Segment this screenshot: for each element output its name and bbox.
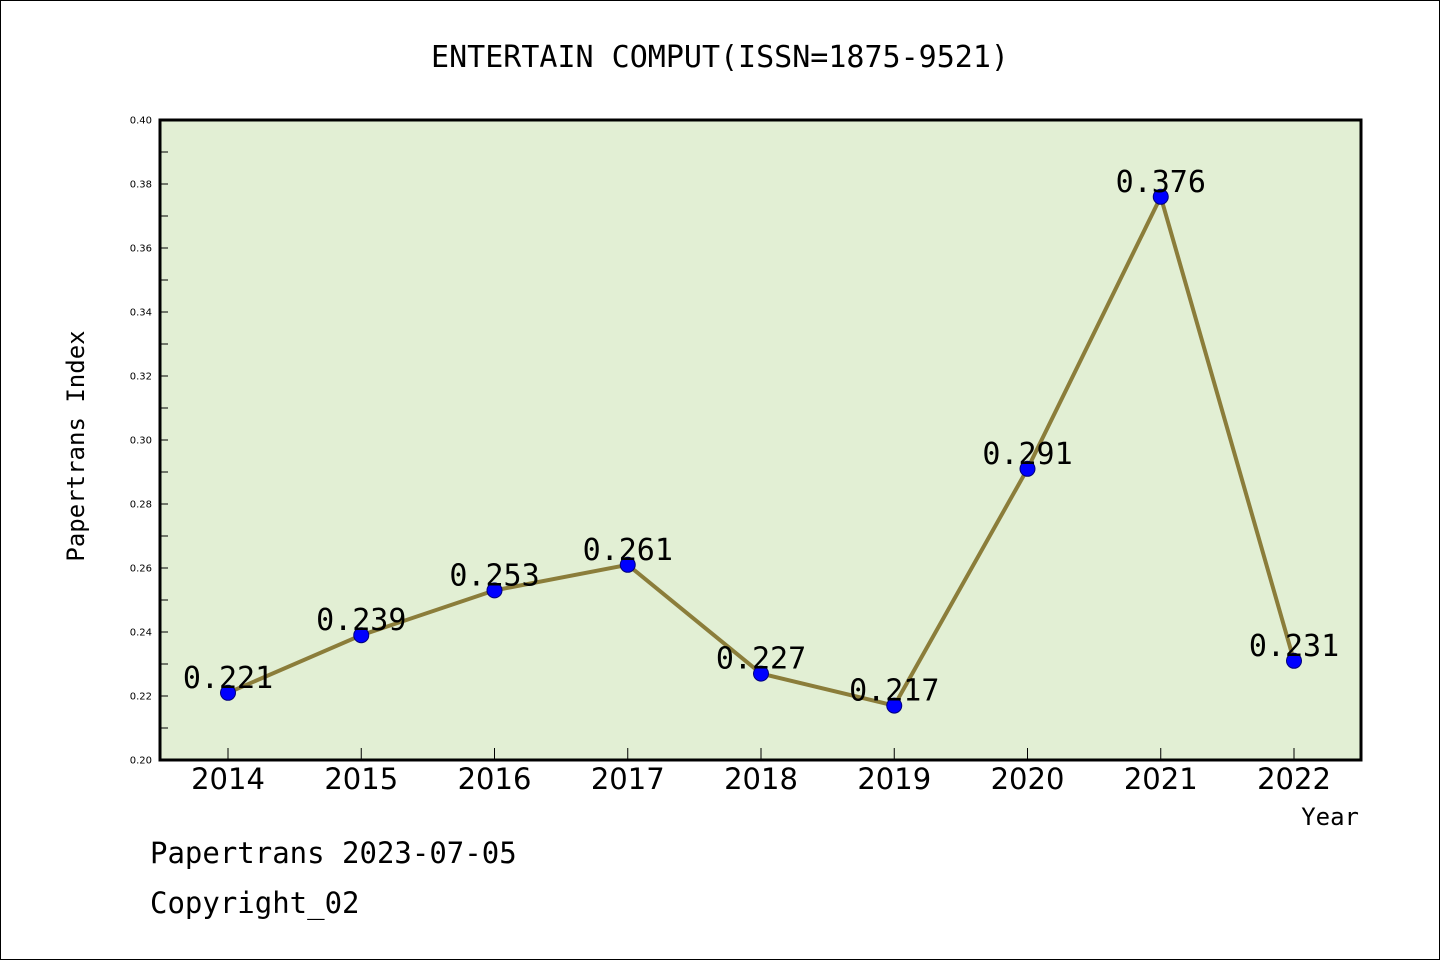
y-tick-label: 0.24 (130, 628, 152, 639)
y-tick-label: 0.26 (130, 564, 152, 575)
chart-title: ENTERTAIN COMPUT(ISSN=1875-9521) (431, 40, 1009, 75)
data-label: 0.261 (583, 533, 673, 568)
x-tick-label: 2019 (857, 762, 931, 796)
x-tick-label: 2016 (458, 762, 532, 796)
footer-copyright-text: Copyright_02 (150, 886, 360, 920)
data-label: 0.217 (849, 674, 939, 709)
y-tick-label: 0.38 (130, 180, 152, 191)
plot-border (158, 118, 1363, 762)
x-tick-label: 2020 (991, 762, 1065, 796)
x-tick-label: 2015 (324, 762, 398, 796)
y-tick-label: 0.30 (130, 436, 152, 447)
data-point (486, 582, 503, 599)
data-point (1286, 652, 1302, 669)
data-label: 0.227 (716, 642, 806, 677)
data-point (753, 665, 769, 682)
x-axis: 2014 2015 2016 2017 2018 2019 2020 2021 2022 (191, 748, 1331, 796)
data-label: 0.253 (449, 558, 539, 593)
x-tick-label: 2021 (1124, 762, 1198, 796)
data-point (220, 684, 236, 701)
data-label: 0.221 (183, 661, 273, 696)
y-axis-label: Papertrans Index (62, 330, 90, 561)
y-tick-label: 0.40 (130, 116, 152, 127)
data-point (1152, 188, 1169, 205)
x-tick-label: 2018 (724, 762, 798, 796)
y-tick-label: 0.22 (130, 692, 152, 703)
x-tick-label: 2014 (191, 762, 265, 796)
y-tick-label: 0.36 (130, 244, 152, 255)
data-label: 0.231 (1249, 629, 1339, 664)
x-axis-label: Year (1301, 803, 1359, 831)
x-tick-label: 2017 (591, 762, 665, 796)
data-label: 0.291 (982, 437, 1072, 472)
y-tick-label: 0.20 (130, 756, 152, 767)
y-tick-label: 0.34 (130, 308, 152, 319)
data-point (1019, 460, 1036, 477)
data-labels: 0.221 0.239 0.253 0.261 0.227 0.217 0.291 0.376… (183, 165, 1339, 709)
data-point (353, 627, 370, 644)
data-label: 0.239 (316, 603, 406, 638)
data-label: 0.376 (1116, 165, 1206, 200)
series-markers (220, 188, 1302, 714)
y-tick-label: 0.28 (130, 500, 152, 511)
y-tick-label: 0.32 (130, 372, 152, 383)
x-tick-label: 2022 (1257, 762, 1331, 796)
data-point (619, 556, 636, 573)
data-point (886, 697, 903, 714)
footer-date-text: Papertrans 2023-07-05 (150, 836, 517, 870)
plot-area (160, 120, 1361, 760)
